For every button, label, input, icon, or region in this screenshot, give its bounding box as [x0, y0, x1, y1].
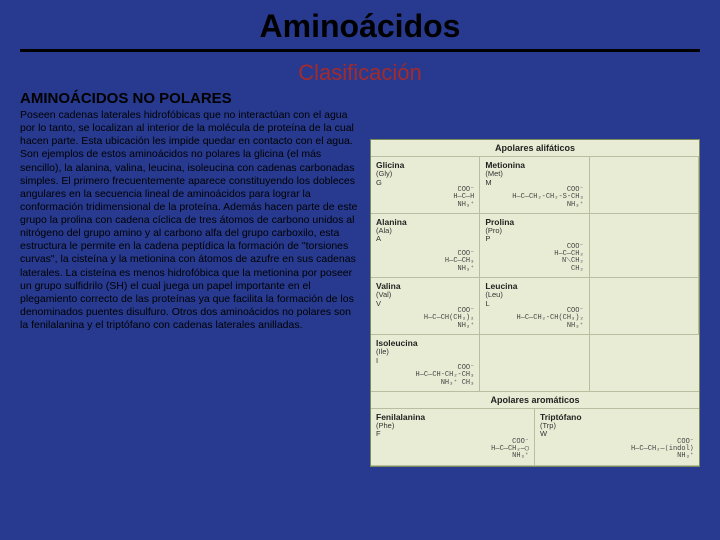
aa-cell: Alanina (Ala) A COO⁻ H—C—CH₃ NH₃⁺: [371, 214, 480, 278]
body-paragraph: Poseen cadenas laterales hidrofóbicas qu…: [20, 109, 360, 467]
slide: Aminoácidos Clasificación AMINOÁCIDOS NO…: [0, 0, 720, 540]
aa-formula: COO⁻ H—C—CH(CH₃)₂ NH₃⁺: [424, 308, 474, 330]
aa-formula: COO⁻ H—C—CH₂—◯ NH₃⁺: [491, 439, 529, 461]
aa-cell: Prolina (Pro) P COO⁻ H—C—CH₂ N⟍CH₂ CH₂: [480, 214, 589, 278]
aa-codes: (Leu) L: [485, 291, 583, 308]
figure-section-title-aliphatic: Apolares alifáticos: [371, 140, 699, 157]
aa-name: Triptófano: [540, 413, 694, 422]
aa-codes: (Ile) I: [376, 348, 474, 365]
aa-formula: COO⁻ H—C—CH₃ NH₃⁺: [445, 251, 474, 273]
aa-codes: (Trp) W: [540, 422, 694, 439]
figure-grid-aliphatic: Glicina (Gly) G COO⁻ H—C—H NH₃⁺ Metionin…: [371, 157, 699, 392]
aa-formula: COO⁻ H—C—CH₂-CH₂-S-CH₃ NH₃⁺: [512, 187, 583, 209]
aa-cell: Isoleucina (Ile) I COO⁻ H—C—CH-CH₂-CH₃ N…: [371, 335, 480, 392]
aa-cell: Valina (Val) V COO⁻ H—C—CH(CH₃)₂ NH₃⁺: [371, 278, 480, 335]
amino-acid-table: Apolares alifáticos Glicina (Gly) G COO⁻…: [370, 139, 700, 467]
aa-codes: (Ala) A: [376, 227, 474, 244]
content-row: Poseen cadenas laterales hidrofóbicas qu…: [20, 109, 700, 467]
aa-codes: (Phe) F: [376, 422, 529, 439]
aa-cell: [590, 157, 699, 214]
aa-cell: Metionina (Met) M COO⁻ H—C—CH₂-CH₂-S-CH₃…: [480, 157, 589, 214]
aa-codes: (Met) M: [485, 170, 583, 187]
aa-formula: COO⁻ H—C—CH₂—⟨indol⟩ NH₃⁺: [631, 439, 694, 461]
section-heading: AMINOÁCIDOS NO POLARES: [20, 90, 700, 107]
aa-formula: COO⁻ H—C—CH-CH₂-CH₃ NH₃⁺ CH₃: [416, 365, 475, 387]
aa-cell: [480, 335, 589, 392]
aa-codes: (Gly) G: [376, 170, 474, 187]
aa-cell: Triptófano (Trp) W COO⁻ H—C—CH₂—⟨indol⟩ …: [535, 409, 699, 466]
aa-cell: [590, 278, 699, 335]
subtitle: Clasificación: [20, 60, 700, 86]
title-underline: [20, 49, 700, 52]
aa-formula: COO⁻ H—C—CH₂ N⟍CH₂ CH₂: [554, 244, 584, 273]
aa-formula: COO⁻ H—C—CH₂-CH(CH₃)₂ NH₃⁺: [516, 308, 583, 330]
aa-name: Isoleucina: [376, 339, 474, 348]
aa-formula: COO⁻ H—C—H NH₃⁺: [453, 187, 474, 209]
aa-cell: Fenilalanina (Phe) F COO⁻ H—C—CH₂—◯ NH₃⁺: [371, 409, 535, 466]
figure-grid-aromatic: Fenilalanina (Phe) F COO⁻ H—C—CH₂—◯ NH₃⁺…: [371, 409, 699, 466]
aa-cell: [590, 335, 699, 392]
aa-codes: (Val) V: [376, 291, 474, 308]
aa-cell: [590, 214, 699, 278]
page-title: Aminoácidos: [20, 8, 700, 45]
aa-cell: Glicina (Gly) G COO⁻ H—C—H NH₃⁺: [371, 157, 480, 214]
aa-name: Fenilalanina: [376, 413, 529, 422]
aa-cell: Leucina (Leu) L COO⁻ H—C—CH₂-CH(CH₃)₂ NH…: [480, 278, 589, 335]
aa-codes: (Pro) P: [485, 227, 583, 244]
figure-section-title-aromatic: Apolares aromáticos: [371, 392, 699, 409]
